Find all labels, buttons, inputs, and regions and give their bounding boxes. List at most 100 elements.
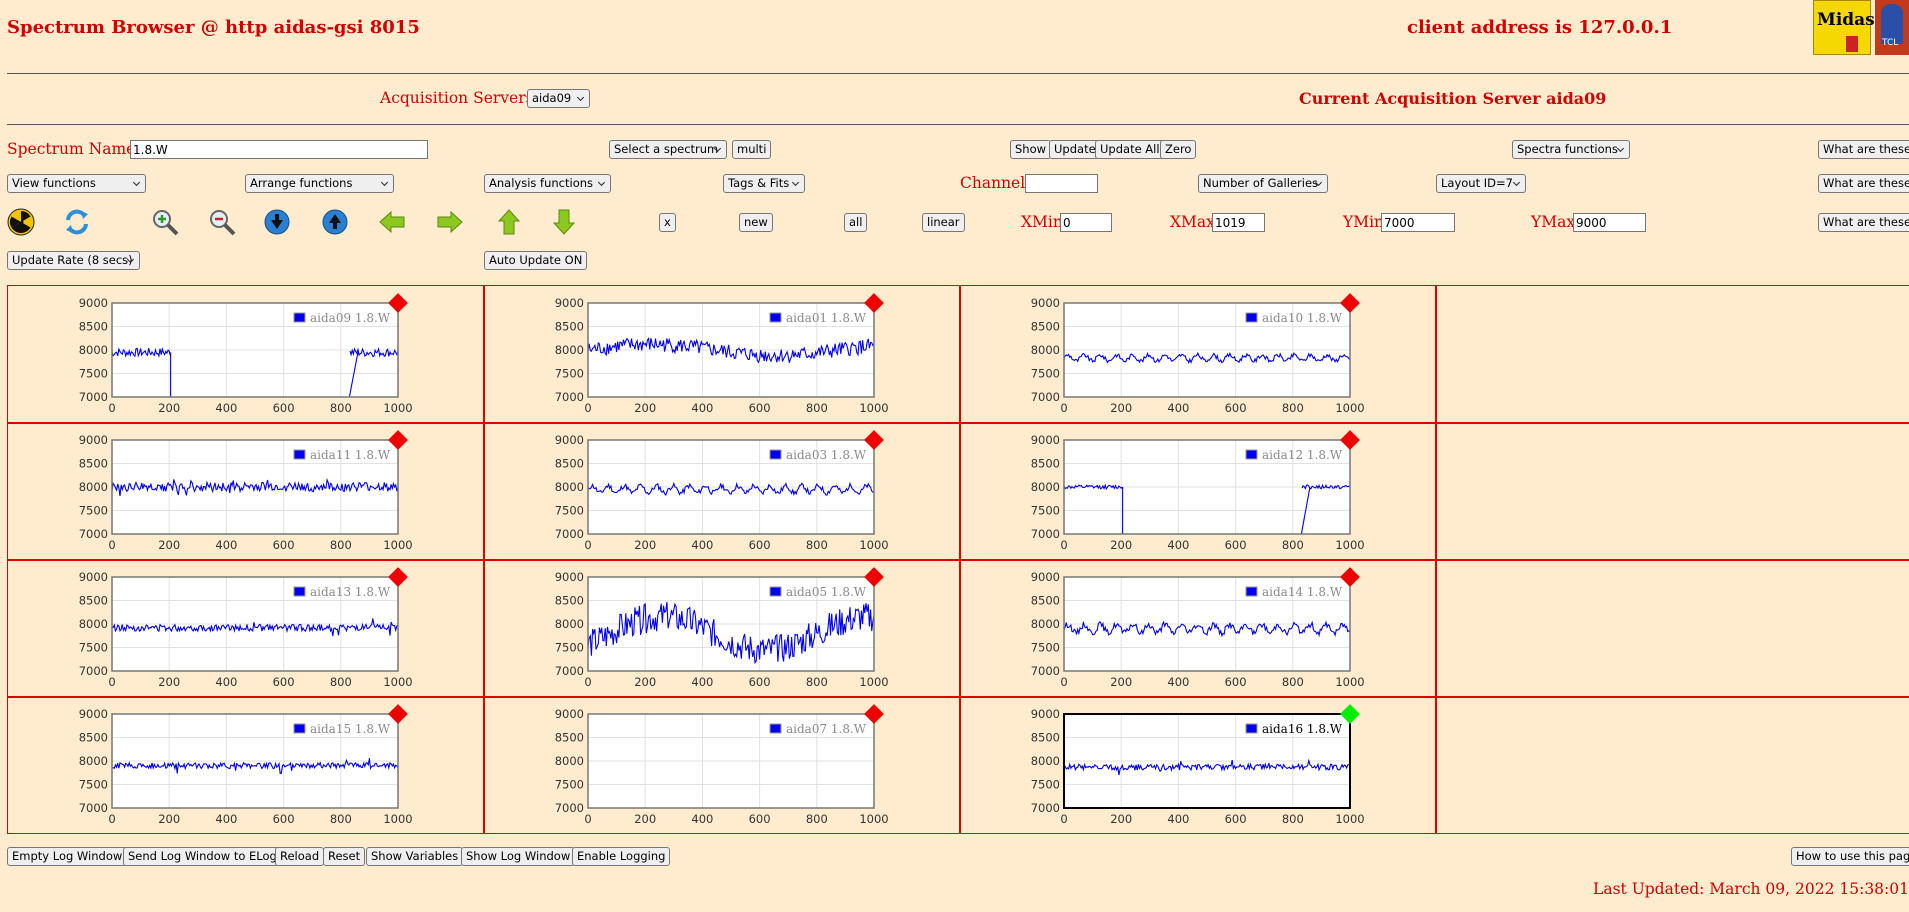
update-rate-select[interactable]: Update Rate (8 secs) <box>7 251 140 270</box>
arrow-down-icon[interactable] <box>549 207 579 237</box>
y-tick-label: 7500 <box>1031 778 1060 792</box>
x-tick-label: 200 <box>634 401 656 415</box>
zoom-out-icon[interactable] <box>207 207 237 237</box>
x-tick-label: 600 <box>273 812 295 826</box>
legend-swatch <box>1245 312 1258 323</box>
x-tick-label: 0 <box>584 812 591 826</box>
status-marker-icon[interactable] <box>388 430 408 450</box>
ymin-input[interactable] <box>1381 213 1455 232</box>
x-tick-label: 400 <box>1167 401 1189 415</box>
legend-label: aida13 1.8.W <box>310 585 391 599</box>
legend-label: aida05 1.8.W <box>786 585 867 599</box>
enable-logging-button[interactable]: Enable Logging <box>572 847 671 866</box>
show-button[interactable]: Show <box>1010 140 1052 159</box>
linear-button[interactable]: linear <box>922 213 965 232</box>
reset-button[interactable]: Reset <box>323 847 366 866</box>
gallery-cell: 9000 8500 8000 7500 7000 0 200 400 600 800 1000 aid… <box>959 285 1437 424</box>
acquisition-server-select[interactable]: aida09 <box>527 89 591 108</box>
arrow-right-icon[interactable] <box>435 207 465 237</box>
what-are-these-button-1[interactable]: What are these? <box>1818 140 1909 159</box>
y-tick-label: 7000 <box>555 390 584 404</box>
y-tick-label: 8000 <box>1031 617 1060 631</box>
status-marker-icon[interactable] <box>1340 430 1360 450</box>
channel-input[interactable] <box>1025 174 1098 193</box>
y-tick-label: 7000 <box>1031 664 1060 678</box>
legend-swatch <box>769 723 782 734</box>
status-marker-icon[interactable] <box>388 293 408 313</box>
gallery-cell: 9000 8500 8000 7500 7000 0 200 400 600 800 1000 aid… <box>7 285 485 424</box>
y-tick-label: 7000 <box>1031 801 1060 815</box>
x-tick-label: 200 <box>634 812 656 826</box>
tags-fits-select[interactable]: Tags & Fits <box>723 174 805 193</box>
new-button[interactable]: new <box>739 213 773 232</box>
arrow-down-circle-icon[interactable] <box>262 207 292 237</box>
view-functions-select[interactable]: View functions <box>7 174 146 193</box>
zero-button[interactable]: Zero <box>1160 140 1197 159</box>
radiation-icon[interactable] <box>6 207 36 237</box>
x-button[interactable]: x <box>659 213 676 232</box>
y-tick-label: 8000 <box>555 480 584 494</box>
number-of-galleries-select[interactable]: Number of Galleries <box>1198 174 1328 193</box>
status-marker-icon[interactable] <box>1340 567 1360 587</box>
select-spectrum-dropdown[interactable]: Select a spectrum <box>609 140 727 159</box>
update-button[interactable]: Update <box>1049 140 1101 159</box>
y-tick-label: 8500 <box>79 594 108 608</box>
xmax-input[interactable] <box>1212 213 1265 232</box>
spectra-functions-select[interactable]: Spectra functions <box>1512 140 1630 159</box>
what-are-these-button-3[interactable]: What are these? <box>1818 213 1909 232</box>
plot-frame <box>587 576 875 672</box>
status-marker-icon[interactable] <box>1340 704 1360 724</box>
send-log-button[interactable]: Send Log Window to ELog <box>123 847 282 866</box>
x-tick-label: 200 <box>634 675 656 689</box>
show-variables-button[interactable]: Show Variables <box>366 847 464 866</box>
x-tick-label: 600 <box>273 675 295 689</box>
empty-log-button[interactable]: Empty Log Window <box>7 847 128 866</box>
x-tick-label: 1000 <box>383 675 412 689</box>
x-tick-label: 400 <box>215 401 237 415</box>
zoom-in-icon[interactable] <box>150 207 180 237</box>
layout-select[interactable]: Layout ID=7 <box>1436 174 1526 193</box>
x-tick-label: 0 <box>584 401 591 415</box>
reload-button[interactable]: Reload <box>275 847 325 866</box>
analysis-functions-select[interactable]: Analysis functions <box>484 174 611 193</box>
y-tick-label: 9000 <box>1031 433 1060 447</box>
what-are-these-button-2[interactable]: What are these? <box>1818 174 1909 193</box>
arrow-left-icon[interactable] <box>377 207 407 237</box>
auto-update-button[interactable]: Auto Update ON <box>484 251 588 270</box>
xmin-input[interactable] <box>1060 213 1112 232</box>
ymax-input[interactable] <box>1573 213 1646 232</box>
y-tick-label: 7500 <box>79 778 108 792</box>
all-button[interactable]: all <box>844 213 868 232</box>
arrow-up-icon[interactable] <box>494 207 524 237</box>
empty-gallery-cell <box>1435 559 1909 698</box>
y-tick-label: 8000 <box>79 480 108 494</box>
x-tick-label: 600 <box>1225 538 1247 552</box>
x-tick-label: 1000 <box>859 675 888 689</box>
how-to-use-button[interactable]: How to use this page <box>1791 847 1909 866</box>
x-tick-label: 0 <box>108 538 115 552</box>
status-marker-icon[interactable] <box>1340 293 1360 313</box>
spectrum-gallery: 9000 8500 8000 7500 7000 0 200 400 600 800 1000 aid… <box>7 285 1909 834</box>
x-tick-label: 1000 <box>1335 812 1364 826</box>
spectrum-name-input[interactable] <box>130 140 428 159</box>
multi-button[interactable]: multi <box>732 140 772 159</box>
empty-gallery-cell <box>1435 285 1909 424</box>
y-tick-label: 9000 <box>555 707 584 721</box>
arrange-functions-select[interactable]: Arrange functions <box>245 174 394 193</box>
refresh-icon[interactable] <box>62 207 92 237</box>
show-log-button[interactable]: Show Log Window <box>461 847 576 866</box>
update-all-button[interactable]: Update All <box>1095 140 1165 159</box>
arrow-up-circle-icon[interactable] <box>320 207 350 237</box>
